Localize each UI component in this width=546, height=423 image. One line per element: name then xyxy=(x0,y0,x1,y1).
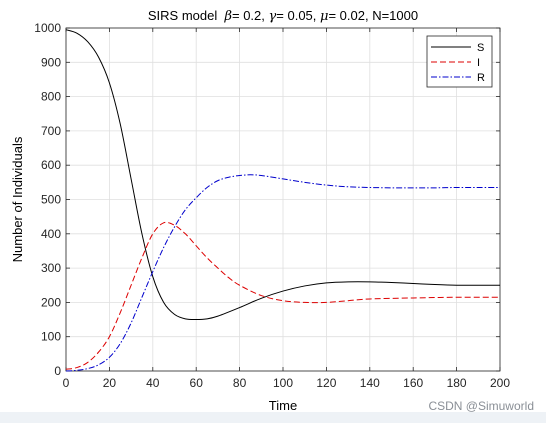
x-tick-label: 140 xyxy=(360,376,380,390)
y-tick-label: 0 xyxy=(54,364,61,378)
y-tick-label: 900 xyxy=(41,55,61,69)
x-tick-label: 20 xyxy=(103,376,117,390)
x-tick-label: 200 xyxy=(490,376,510,390)
x-tick-label: 80 xyxy=(233,376,247,390)
x-tick-label: 160 xyxy=(403,376,423,390)
x-axis-label: Time xyxy=(269,398,297,412)
legend: SIR xyxy=(426,35,493,88)
x-tick-label: 40 xyxy=(146,376,160,390)
x-tick-label: 100 xyxy=(273,376,293,390)
title-mu-value: = 0.02, N=1000 xyxy=(328,8,418,23)
series-line-r xyxy=(65,174,500,372)
axis-ticks: 0 20 40 60 80 100 120 140 160 180 200 0 100 200 300 400… xyxy=(34,21,510,390)
series-line-s xyxy=(65,29,500,321)
x-tick-label: 180 xyxy=(447,376,467,390)
sirs-line-chart: SIRS model β= 0.2, γ= 0.05, μ= 0.02, N=1… xyxy=(10,8,510,412)
y-tick-label: 1000 xyxy=(34,21,61,35)
title-gamma-symbol: γ xyxy=(269,9,277,24)
y-tick-label: 200 xyxy=(41,295,61,309)
y-tick-label: 800 xyxy=(41,90,61,104)
x-tick-label: 60 xyxy=(190,376,204,390)
x-tick-label: 120 xyxy=(316,376,336,390)
y-axis-label: Number of Individuals xyxy=(10,136,25,262)
legend-label-i: I xyxy=(477,57,480,69)
series-lines xyxy=(65,29,501,372)
y-tick-label: 300 xyxy=(41,261,61,275)
title-beta-symbol: β xyxy=(223,9,232,24)
title-gamma-value: = 0.05, xyxy=(276,8,320,23)
legend-label-s: S xyxy=(477,42,484,54)
y-tick-label: 400 xyxy=(41,227,61,241)
window-bottom-band xyxy=(0,412,546,423)
watermark-text: CSDN @Simuworld xyxy=(428,399,534,413)
y-tick-label: 100 xyxy=(41,330,61,344)
y-tick-label: 700 xyxy=(41,124,61,138)
series-line-i xyxy=(65,221,501,370)
title-beta-value: = 0.2, xyxy=(232,8,269,23)
title-mu-symbol: μ xyxy=(320,9,328,24)
y-tick-label: 600 xyxy=(41,158,61,172)
chart-title: SIRS model β= 0.2, γ= 0.05, μ= 0.02, N=1… xyxy=(148,8,418,24)
title-prefix: SIRS model xyxy=(148,8,225,23)
y-tick-label: 500 xyxy=(41,193,61,207)
legend-label-r: R xyxy=(477,72,485,84)
x-tick-label: 0 xyxy=(63,376,70,390)
